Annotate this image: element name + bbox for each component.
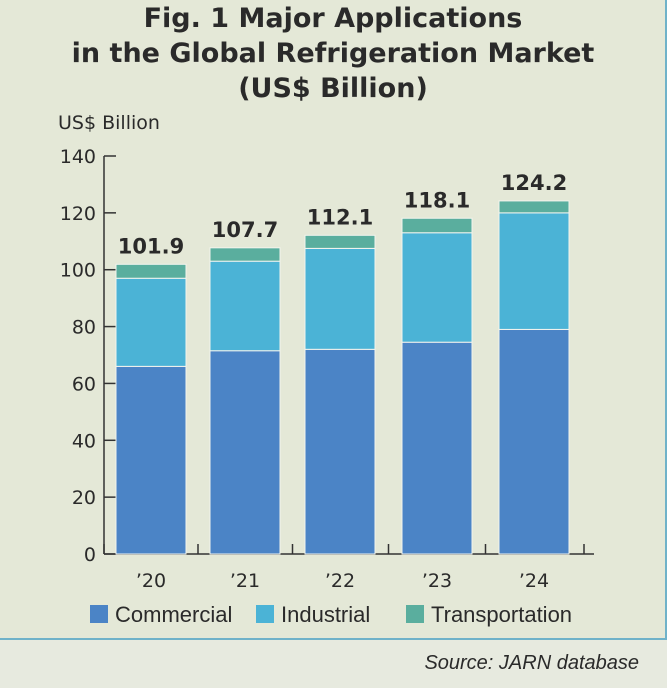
- total-label: 101.9: [118, 234, 184, 258]
- chart-title: Fig. 1 Major Applications in the Global R…: [72, 3, 595, 104]
- bar-transportation-4: [402, 218, 472, 232]
- total-label: 107.7: [212, 218, 278, 242]
- x-tick-label: ’21: [230, 570, 260, 592]
- legend-label-commercial: Commercial: [115, 602, 232, 627]
- y-tick-label: 120: [60, 203, 96, 225]
- stacked-bar-chart: Fig. 1 Major Applications in the Global R…: [0, 0, 667, 640]
- y-axis: 0 20 40 60 80 100 120 140: [60, 146, 116, 566]
- total-label: 112.1: [307, 205, 373, 229]
- y-tick-label: 60: [72, 373, 96, 395]
- total-label: 118.1: [404, 188, 470, 212]
- bar-commercial-3: [305, 349, 375, 554]
- y-tick-label: 20: [72, 487, 96, 509]
- bar-industrial-2: [210, 261, 280, 351]
- legend: Commercial Industrial Transportation: [90, 602, 572, 627]
- bar-industrial-3: [305, 248, 375, 349]
- legend-swatch-commercial: [90, 605, 108, 623]
- bar-transportation-2: [210, 248, 280, 261]
- bar-industrial-1: [116, 278, 186, 366]
- y-tick-label: 140: [60, 146, 96, 168]
- x-tick-label: ’23: [422, 570, 452, 592]
- total-label: 124.2: [501, 171, 567, 195]
- chart-title-line-1: Fig. 1 Major Applications: [144, 3, 523, 34]
- legend-swatch-transportation: [406, 605, 424, 623]
- bar-commercial-1: [116, 366, 186, 554]
- bar-commercial-4: [402, 342, 472, 554]
- bar-industrial-5: [499, 213, 569, 330]
- y-axis-label: US$ Billion: [58, 112, 160, 134]
- y-tick-label: 80: [72, 317, 96, 339]
- x-tick-label: ’24: [519, 570, 549, 592]
- bar-industrial-4: [402, 233, 472, 342]
- bar-commercial-2: [210, 351, 280, 554]
- bar-transportation-1: [116, 264, 186, 278]
- x-tick-label: ’22: [325, 570, 355, 592]
- y-tick-label: 0: [84, 544, 96, 566]
- bar-commercial-5: [499, 329, 569, 554]
- bar-transportation-3: [305, 235, 375, 248]
- chart-title-line-3: (US$ Billion): [238, 73, 428, 104]
- chart-title-line-2: in the Global Refrigeration Market: [72, 38, 595, 69]
- y-tick-label: 40: [72, 430, 96, 452]
- x-tick-label: ’20: [136, 570, 166, 592]
- chart-panel: Fig. 1 Major Applications in the Global R…: [0, 0, 667, 640]
- legend-label-transportation: Transportation: [431, 602, 572, 627]
- legend-label-industrial: Industrial: [281, 602, 370, 627]
- legend-swatch-industrial: [256, 605, 274, 623]
- source-note: Source: JARN database: [424, 652, 639, 675]
- y-tick-label: 100: [60, 260, 96, 282]
- bar-transportation-5: [499, 201, 569, 213]
